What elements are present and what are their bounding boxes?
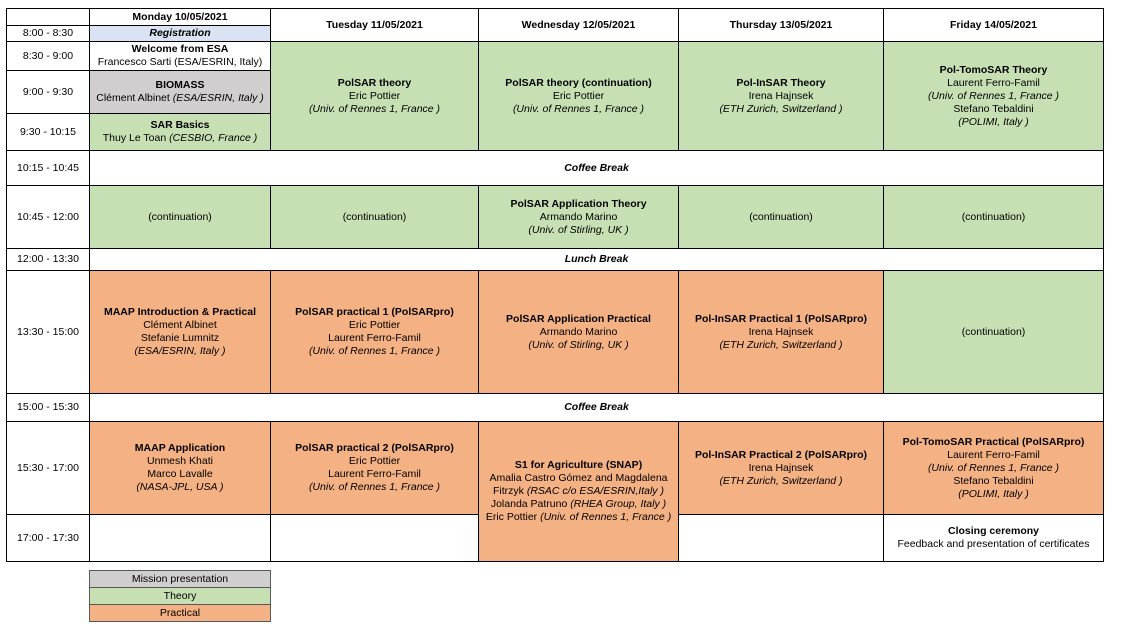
cell-tuesday-empty-late <box>270 514 479 562</box>
day-header-monday: Monday 10/05/2021 <box>89 8 271 26</box>
time-slot-1330: 13:30 - 15:00 <box>6 270 90 394</box>
schedule-table: Monday 10/05/2021 Tuesday 11/05/2021 Wed… <box>6 8 1104 562</box>
cell-polsar-theory-continuation: PolSAR theory (continuation) Eric Pottie… <box>478 41 679 151</box>
day-header-thursday: Thursday 13/05/2021 <box>678 8 884 42</box>
cell-friday-continuation-am: (continuation) <box>883 185 1104 249</box>
cell-lunch-break: Lunch Break <box>89 248 1104 271</box>
corner-blank-cell <box>6 8 90 26</box>
cell-polsar-practical-1: PolSAR practical 1 (PolSARpro) Eric Pott… <box>270 270 479 394</box>
cell-coffee-break-morning: Coffee Break <box>89 150 1104 186</box>
time-slot-1015: 10:15 - 10:45 <box>6 150 90 186</box>
cell-monday-empty-late <box>89 514 271 562</box>
cell-poltomosar-theory: Pol-TomoSAR Theory Laurent Ferro-Famil (… <box>883 41 1104 151</box>
time-slot-1700: 17:00 - 17:30 <box>6 514 90 562</box>
cell-polinsar-practical-1: Pol-InSAR Practical 1 (PolSARpro) Irena … <box>678 270 884 394</box>
cell-thursday-continuation-am: (continuation) <box>678 185 884 249</box>
cell-coffee-break-afternoon: Coffee Break <box>89 393 1104 422</box>
cell-welcome-esa: Welcome from ESA Francesco Sarti (ESA/ES… <box>89 41 271 71</box>
cell-polinsar-theory: Pol-InSAR Theory Irena Hajnsek (ETH Zuri… <box>678 41 884 151</box>
day-header-tuesday: Tuesday 11/05/2021 <box>270 8 479 42</box>
cell-polsar-practical-2: PolSAR practical 2 (PolSARpro) Eric Pott… <box>270 421 479 515</box>
cell-thursday-empty-late <box>678 514 884 562</box>
cell-maap-application: MAAP Application Unmesh Khati Marco Lava… <box>89 421 271 515</box>
time-slot-0830: 8:30 - 9:00 <box>6 41 90 71</box>
legend-item-practical: Practical <box>89 604 271 622</box>
time-slot-1200: 12:00 - 13:30 <box>6 248 90 271</box>
day-header-friday: Friday 14/05/2021 <box>883 8 1104 42</box>
time-slot-0800: 8:00 - 8:30 <box>6 25 90 42</box>
time-slot-1530: 15:30 - 17:00 <box>6 421 90 515</box>
time-slot-1500: 15:00 - 15:30 <box>6 393 90 422</box>
cell-friday-continuation-pm: (continuation) <box>883 270 1104 394</box>
cell-biomass: BIOMASS Clément Albinet (ESA/ESRIN, Ital… <box>89 70 271 114</box>
cell-monday-continuation-am: (continuation) <box>89 185 271 249</box>
legend: Mission presentation Theory Practical <box>89 570 271 622</box>
time-slot-1045: 10:45 - 12:00 <box>6 185 90 249</box>
cell-polsar-application-theory: PolSAR Application Theory Armando Marino… <box>478 185 679 249</box>
cell-s1-agriculture: S1 for Agriculture (SNAP) Amalia Castro … <box>478 421 679 562</box>
cell-closing-ceremony: Closing ceremony Feedback and presentati… <box>883 514 1104 562</box>
day-header-wednesday: Wednesday 12/05/2021 <box>478 8 679 42</box>
cell-sar-basics: SAR Basics Thuy Le Toan (CESBIO, France … <box>89 113 271 151</box>
cell-polinsar-practical-2: Pol-InSAR Practical 2 (PolSARpro) Irena … <box>678 421 884 515</box>
cell-maap-introduction: MAAP Introduction & Practical Clément Al… <box>89 270 271 394</box>
time-slot-0930: 9:30 - 10:15 <box>6 113 90 151</box>
cell-polsar-application-practical: PolSAR Application Practical Armando Mar… <box>478 270 679 394</box>
cell-polsar-theory: PolSAR theory Eric Pottier (Univ. of Ren… <box>270 41 479 151</box>
legend-item-theory: Theory <box>89 587 271 605</box>
cell-tuesday-continuation-am: (continuation) <box>270 185 479 249</box>
time-slot-0900: 9:00 - 9:30 <box>6 70 90 114</box>
cell-registration: Registration <box>89 25 271 42</box>
legend-item-mission-presentation: Mission presentation <box>89 570 271 588</box>
cell-poltomosar-practical: Pol-TomoSAR Practical (PolSARpro) Lauren… <box>883 421 1104 515</box>
